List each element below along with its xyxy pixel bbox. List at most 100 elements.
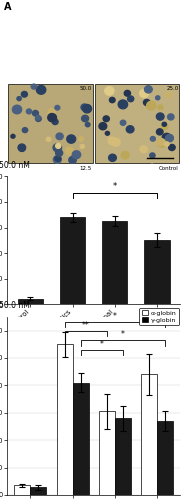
Circle shape <box>72 151 81 158</box>
Circle shape <box>103 116 109 121</box>
Circle shape <box>29 185 37 192</box>
Circle shape <box>55 156 61 162</box>
Circle shape <box>157 138 165 145</box>
Circle shape <box>37 237 44 244</box>
Circle shape <box>97 236 106 244</box>
Circle shape <box>148 223 155 230</box>
Text: Control: Control <box>159 166 178 172</box>
Circle shape <box>16 222 25 231</box>
Circle shape <box>80 144 84 148</box>
Text: *: * <box>113 312 117 321</box>
Circle shape <box>168 114 174 120</box>
Circle shape <box>66 220 71 224</box>
Circle shape <box>11 134 15 138</box>
Circle shape <box>52 168 61 176</box>
Circle shape <box>8 173 15 180</box>
Bar <box>157 421 173 495</box>
Circle shape <box>159 194 164 198</box>
Circle shape <box>13 200 18 204</box>
Circle shape <box>48 230 52 234</box>
Circle shape <box>120 120 126 126</box>
Bar <box>95 84 179 163</box>
Circle shape <box>95 168 102 174</box>
Circle shape <box>31 192 36 196</box>
Circle shape <box>18 144 26 151</box>
Circle shape <box>56 144 61 148</box>
Bar <box>14 486 30 495</box>
Bar <box>57 344 73 495</box>
Circle shape <box>67 224 74 232</box>
Circle shape <box>69 222 78 230</box>
Circle shape <box>104 214 111 220</box>
Text: *: * <box>100 340 104 349</box>
Circle shape <box>162 122 167 126</box>
Circle shape <box>105 132 109 135</box>
Bar <box>95 164 179 244</box>
Circle shape <box>12 105 22 114</box>
Circle shape <box>126 126 134 133</box>
Legend: α-globin, γ-globin: α-globin, γ-globin <box>139 308 179 326</box>
Bar <box>60 218 85 304</box>
Circle shape <box>19 146 25 152</box>
Circle shape <box>141 230 147 234</box>
Circle shape <box>21 214 28 221</box>
Circle shape <box>138 225 144 231</box>
Circle shape <box>22 128 28 132</box>
Circle shape <box>131 236 136 241</box>
Circle shape <box>56 133 63 140</box>
Circle shape <box>71 200 80 209</box>
Circle shape <box>116 222 122 228</box>
Circle shape <box>161 124 168 130</box>
Circle shape <box>166 204 174 212</box>
Circle shape <box>134 206 140 212</box>
Circle shape <box>157 129 163 135</box>
Circle shape <box>55 106 60 110</box>
Circle shape <box>169 144 175 150</box>
Text: A: A <box>4 2 11 12</box>
Circle shape <box>128 96 134 102</box>
Circle shape <box>149 164 156 171</box>
Circle shape <box>81 104 88 110</box>
Bar <box>115 418 131 495</box>
Circle shape <box>31 84 37 89</box>
Circle shape <box>33 231 40 238</box>
Circle shape <box>150 153 155 158</box>
Circle shape <box>147 102 156 110</box>
Circle shape <box>99 122 107 130</box>
Bar <box>18 298 43 304</box>
Circle shape <box>43 176 51 184</box>
Circle shape <box>108 137 116 144</box>
Circle shape <box>109 98 115 102</box>
Bar <box>30 488 46 495</box>
Circle shape <box>156 113 164 120</box>
Circle shape <box>162 134 171 142</box>
Bar <box>8 84 93 163</box>
Circle shape <box>67 135 76 143</box>
Circle shape <box>166 92 172 98</box>
Circle shape <box>49 114 54 118</box>
Circle shape <box>13 209 19 214</box>
Circle shape <box>82 194 91 202</box>
Circle shape <box>151 236 159 244</box>
Circle shape <box>158 234 163 238</box>
Circle shape <box>132 228 141 236</box>
Circle shape <box>82 115 89 121</box>
Circle shape <box>121 152 129 159</box>
Circle shape <box>32 110 38 116</box>
Circle shape <box>118 100 128 109</box>
Circle shape <box>154 169 162 176</box>
Circle shape <box>48 108 55 116</box>
Circle shape <box>53 156 61 164</box>
Circle shape <box>105 86 114 95</box>
Circle shape <box>147 225 152 230</box>
Circle shape <box>158 105 163 110</box>
Circle shape <box>52 119 58 124</box>
Circle shape <box>6 204 15 212</box>
Circle shape <box>79 137 84 141</box>
Text: 25.0: 25.0 <box>166 86 178 90</box>
Circle shape <box>99 210 107 218</box>
Circle shape <box>98 194 103 200</box>
Circle shape <box>57 226 66 234</box>
Circle shape <box>131 210 137 215</box>
Circle shape <box>26 109 31 114</box>
